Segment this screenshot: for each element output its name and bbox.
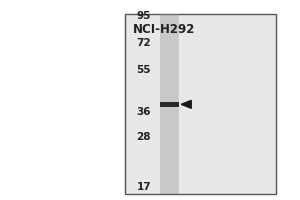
Polygon shape (181, 100, 191, 108)
Text: 17: 17 (136, 182, 151, 192)
Bar (160, 14, 179, 194)
Text: 95: 95 (136, 11, 151, 21)
Text: 72: 72 (136, 38, 151, 48)
Text: 28: 28 (136, 132, 151, 142)
Text: 36: 36 (136, 107, 151, 117)
Bar (160, 102, 179, 107)
Text: 55: 55 (136, 65, 151, 75)
Bar (124, 14, 276, 194)
Text: NCI-H292: NCI-H292 (133, 23, 196, 36)
